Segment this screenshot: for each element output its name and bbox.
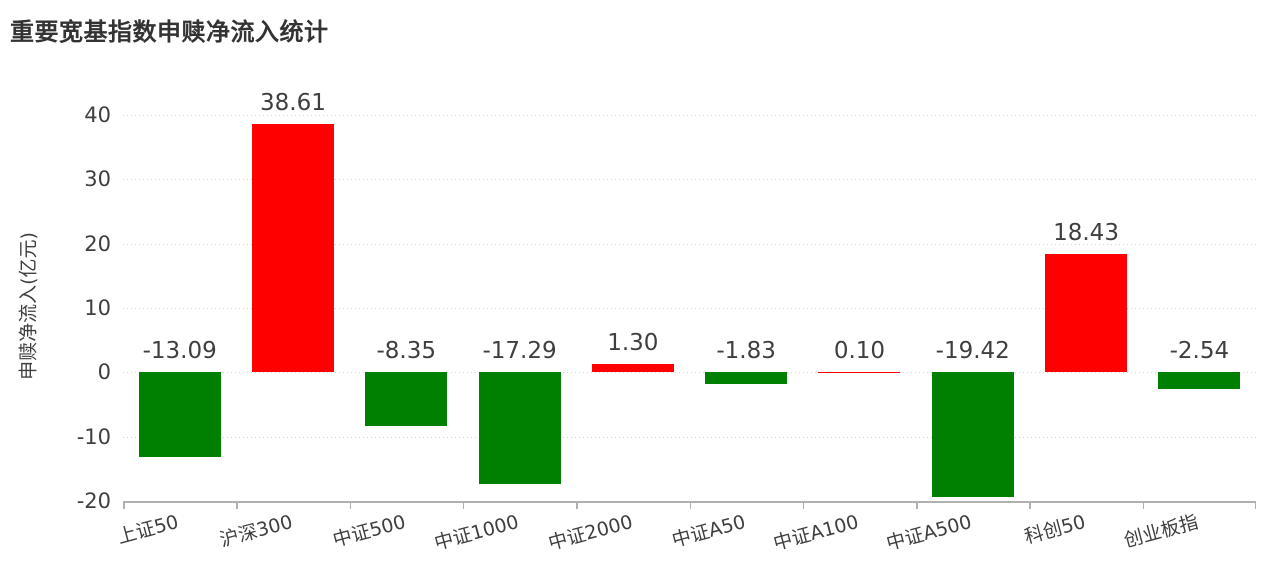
bar-value-label: -1.83 bbox=[716, 338, 776, 365]
y-tick-label: 30 bbox=[84, 167, 111, 192]
bar-value-label: 0.10 bbox=[833, 337, 886, 364]
gridline bbox=[123, 308, 1256, 309]
gridline bbox=[123, 436, 1256, 438]
bar-value-label: -2.54 bbox=[1169, 338, 1230, 365]
x-tick-label: 中证500 bbox=[330, 511, 408, 552]
x-axis-tick bbox=[349, 503, 352, 509]
bar bbox=[591, 363, 674, 373]
bar bbox=[365, 372, 448, 427]
bar-value-label: -19.42 bbox=[935, 338, 1010, 365]
chart-title: 重要宽基指数申赎净流入统计 bbox=[10, 18, 329, 46]
x-axis-tick bbox=[916, 503, 918, 509]
x-tick-label: 上证50 bbox=[115, 511, 182, 549]
x-axis-tick bbox=[1254, 503, 1256, 509]
bar bbox=[931, 372, 1014, 498]
bar-value-label: 18.43 bbox=[1053, 219, 1119, 246]
bar bbox=[251, 123, 334, 373]
bar bbox=[1045, 253, 1128, 373]
bar bbox=[478, 372, 561, 484]
x-axis-tick bbox=[1029, 503, 1031, 509]
y-tick-label: 0 bbox=[97, 360, 111, 385]
bar-value-label: -13.09 bbox=[142, 338, 217, 365]
x-tick-label: 中证A100 bbox=[771, 511, 862, 555]
bar-value-label: 38.61 bbox=[260, 89, 326, 116]
bar-value-label: 1.30 bbox=[607, 329, 659, 356]
y-tick-label: -10 bbox=[76, 424, 111, 449]
y-axis-title: 申赎净流入(亿元) bbox=[17, 232, 40, 380]
bar bbox=[138, 372, 221, 457]
y-tick-label: 20 bbox=[84, 231, 111, 256]
x-axis-tick bbox=[1142, 503, 1145, 509]
gridline bbox=[123, 372, 1256, 374]
y-tick-label: -20 bbox=[76, 489, 111, 513]
x-tick-label: 中证A50 bbox=[669, 511, 748, 552]
bar bbox=[818, 371, 901, 373]
x-tick-label: 创业板指 bbox=[1121, 511, 1202, 552]
plot-area: -20 -10 0 10 20 30 40 -13.09 上证50 38.61 沪深300 -8.35… bbox=[77, 90, 1256, 570]
bar-value-label: -17.29 bbox=[482, 338, 557, 365]
x-axis-tick bbox=[689, 503, 691, 509]
y-tick-label: 10 bbox=[84, 296, 111, 320]
gridline bbox=[123, 243, 1256, 245]
x-tick-label: 中证A500 bbox=[884, 511, 975, 555]
bar bbox=[1158, 372, 1241, 389]
gridline bbox=[123, 115, 1256, 116]
x-axis-line bbox=[123, 501, 1256, 503]
x-axis-tick bbox=[462, 503, 465, 509]
bar bbox=[705, 372, 788, 385]
x-axis-tick bbox=[123, 503, 125, 509]
x-tick-label: 科创50 bbox=[1021, 511, 1088, 549]
bar-value-label: -8.35 bbox=[376, 338, 436, 365]
x-tick-label: 中证2000 bbox=[545, 511, 635, 555]
x-axis-tick bbox=[576, 503, 578, 509]
x-tick-label: 沪深300 bbox=[217, 511, 295, 552]
gridline bbox=[123, 179, 1256, 181]
x-axis-tick bbox=[802, 503, 805, 509]
x-tick-label: 中证1000 bbox=[432, 511, 522, 555]
y-tick-label: 40 bbox=[84, 103, 111, 127]
x-axis-tick bbox=[236, 503, 238, 509]
